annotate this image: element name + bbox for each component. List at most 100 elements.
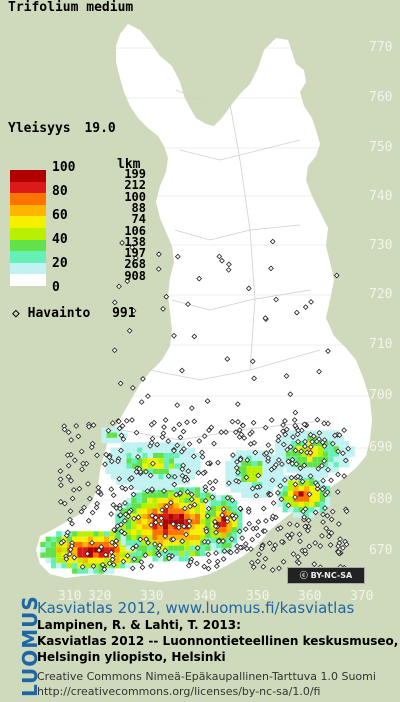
observation-marker	[93, 504, 100, 511]
observation-marker	[246, 520, 253, 527]
abundance-cell	[131, 442, 138, 448]
abundance-cell	[338, 462, 345, 468]
abundance-cell	[225, 471, 231, 477]
observation-marker	[145, 539, 151, 546]
license-url[interactable]: http://creativecommons.org/licenses/by-n…	[37, 685, 321, 698]
abundance-cell	[200, 545, 206, 551]
observation-marker	[69, 495, 76, 502]
observation-marker	[269, 567, 276, 573]
abundance-cell	[195, 463, 201, 469]
observation-marker	[280, 558, 287, 565]
abundance-cell	[184, 550, 190, 557]
abundance-cell	[115, 508, 121, 514]
abundance-cell	[309, 496, 315, 502]
abundance-cell	[184, 540, 190, 546]
observation-marker	[250, 564, 257, 570]
observations-legend: ◇ Havainto 991	[12, 306, 136, 321]
abundance-cell	[152, 524, 158, 530]
abundance-cell	[267, 450, 273, 456]
abundance-cell	[273, 455, 279, 461]
abundance-cell	[323, 430, 329, 436]
abundance-cell	[72, 563, 78, 569]
license-text: Creative Commons Nimeä-Epäkaupallinen-Ta…	[37, 670, 376, 683]
abundance-cell	[215, 505, 222, 512]
abundance-cell	[147, 513, 153, 520]
abundance-cell	[168, 463, 175, 469]
observation-marker	[128, 484, 134, 491]
observation-marker	[315, 465, 322, 472]
abundance-cell	[184, 524, 190, 530]
observation-marker	[180, 428, 187, 435]
atlas-link[interactable]: Kasviatlas 2012, www.luomus.fi/kasviatla…	[37, 599, 355, 617]
observation-marker	[174, 442, 181, 449]
observation-marker	[314, 416, 321, 423]
abundance-cell	[298, 501, 304, 508]
abundance-cell	[137, 474, 143, 480]
abundance-cell	[287, 485, 294, 492]
observation-marker	[136, 466, 143, 472]
abundance-cell	[221, 516, 227, 522]
abundance-cell	[114, 563, 120, 569]
observation-marker	[245, 285, 252, 292]
observation-marker	[185, 562, 192, 569]
observation-marker	[148, 563, 154, 569]
legend-count: 197	[124, 246, 146, 261]
y-tick: 760	[369, 90, 393, 105]
observation-marker	[223, 429, 229, 436]
abundance-cell	[225, 476, 231, 483]
abundance-cell	[189, 545, 195, 551]
observation-marker	[289, 531, 295, 538]
abundance-cell	[126, 442, 132, 448]
observation-marker	[184, 419, 190, 426]
abundance-cell	[323, 462, 329, 468]
observation-marker	[143, 468, 149, 475]
observation-marker	[67, 546, 74, 553]
observation-marker	[159, 507, 165, 513]
abundance-cell	[173, 550, 179, 557]
observation-marker	[279, 461, 285, 468]
abundance-cell	[120, 513, 126, 520]
abundance-cell	[157, 524, 163, 530]
abundance-cell	[115, 463, 122, 469]
observation-marker	[292, 447, 299, 454]
abundance-cell	[205, 516, 211, 522]
observation-marker	[268, 265, 274, 272]
observation-marker	[209, 485, 216, 492]
abundance-cell	[77, 552, 83, 558]
observation-marker	[144, 488, 151, 494]
abundance-cell	[251, 471, 258, 477]
abundance-cell	[210, 500, 216, 506]
abundance-cell	[157, 492, 163, 498]
observation-marker	[171, 481, 178, 488]
observation-marker	[123, 417, 130, 424]
abundance-cell	[125, 503, 132, 509]
abundance-cell	[257, 455, 263, 461]
observation-marker	[282, 477, 288, 483]
cc-license-badge[interactable]: ⓒ BY-NC-SA	[287, 567, 365, 584]
observation-marker	[86, 423, 92, 430]
observation-marker	[307, 473, 314, 480]
abundance-cell	[273, 482, 279, 488]
observation-marker	[342, 457, 349, 464]
abundance-cell	[285, 462, 292, 468]
abundance-cell	[147, 463, 153, 469]
abundance-cell	[200, 497, 206, 504]
abundance-cell	[301, 456, 308, 463]
observation-marker	[321, 458, 328, 464]
abundance-cell	[251, 460, 258, 467]
abundance-cell	[147, 550, 153, 557]
observation-marker	[277, 525, 284, 531]
observation-marker	[334, 489, 341, 495]
abundance-cell	[287, 491, 294, 497]
abundance-cell	[303, 496, 310, 502]
abundance-cell	[115, 535, 121, 541]
abundance-cell	[121, 468, 127, 475]
observation-marker	[316, 430, 323, 436]
abundance-cell	[142, 452, 148, 459]
observation-marker	[119, 484, 125, 491]
abundance-cell	[137, 442, 143, 448]
observation-marker	[269, 238, 276, 245]
observation-marker	[320, 511, 326, 518]
abundance-cell	[56, 536, 62, 542]
abundance-cell	[50, 541, 57, 548]
